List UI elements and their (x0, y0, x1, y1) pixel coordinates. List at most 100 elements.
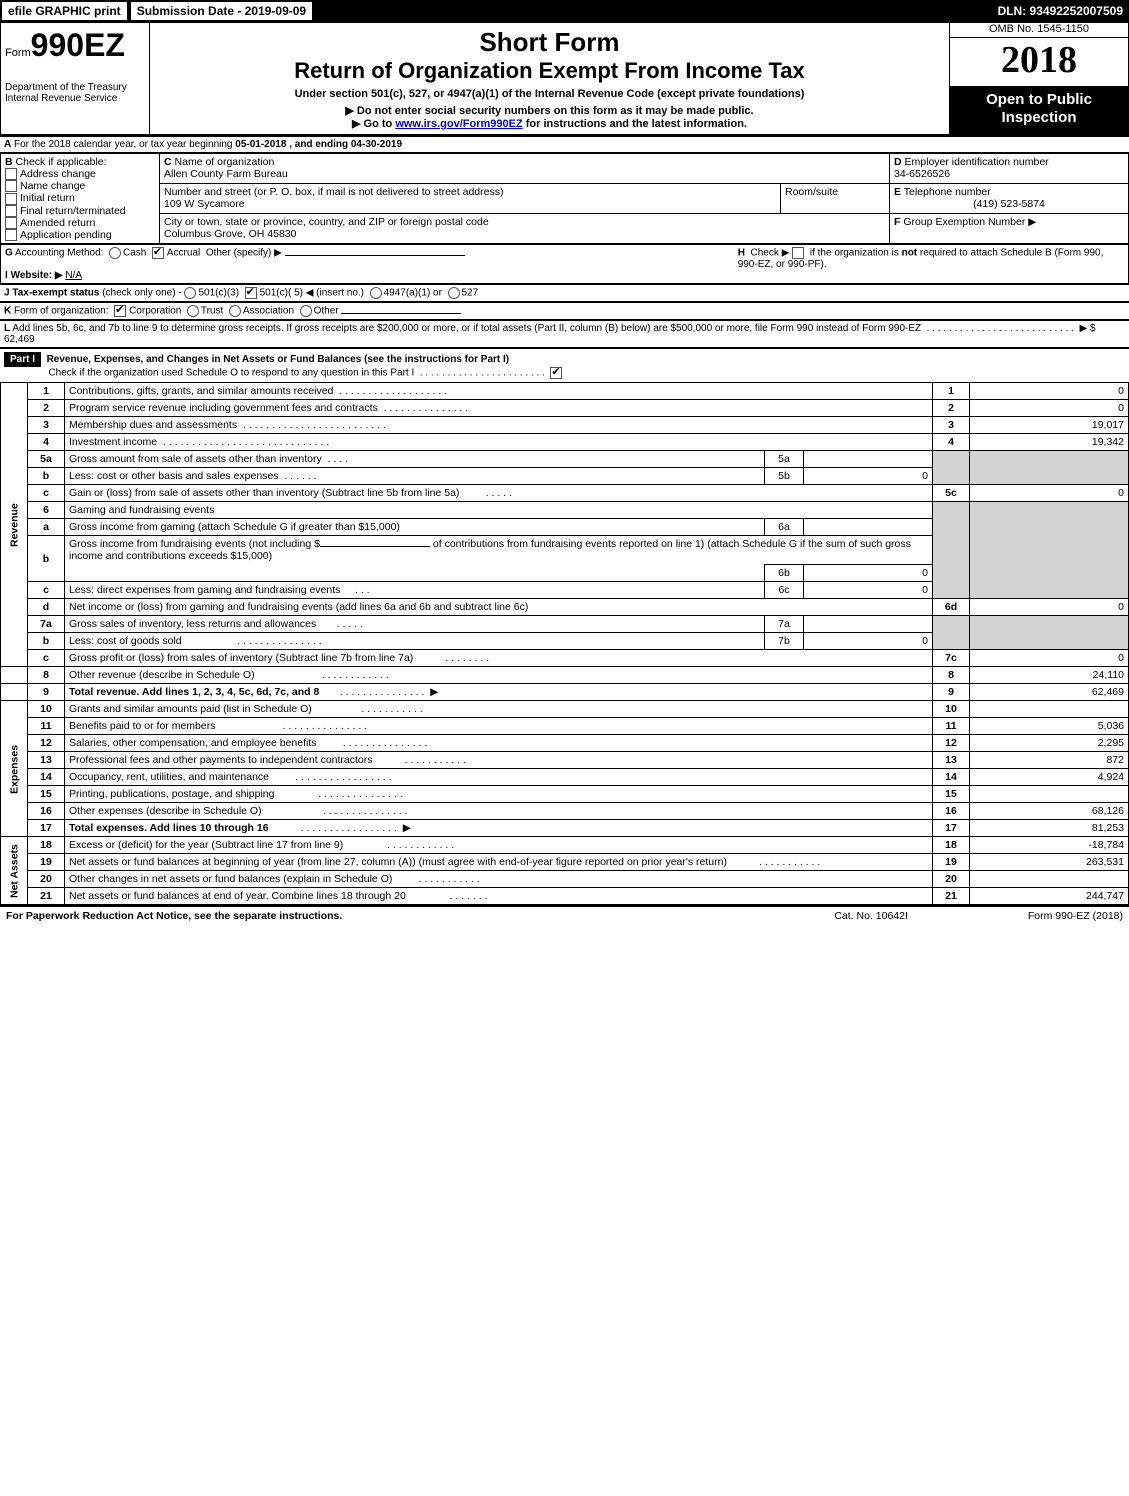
l6a-num: a (28, 519, 65, 536)
entity-info-grid: B Check if applicable: Address change Na… (0, 153, 1129, 244)
block-b-label: B (5, 156, 13, 168)
l10-ln: 10 (933, 701, 970, 718)
block-l-text: Add lines 5b, 6c, and 7b to line 9 to de… (12, 323, 921, 334)
l17-num: 17 (28, 820, 65, 837)
block-j-note: (check only one) - (102, 288, 181, 299)
l21-ln: 21 (933, 888, 970, 905)
l9-ln: 9 (933, 684, 970, 701)
block-l-row: L Add lines 5b, 6c, and 7b to line 9 to … (0, 320, 1129, 349)
k-o1: Corporation (129, 306, 181, 317)
initial-return-checkbox[interactable] (5, 193, 17, 205)
k-o3: Association (243, 306, 294, 317)
l2-ln: 2 (933, 400, 970, 417)
l18-ln: 18 (933, 837, 970, 854)
block-l-arrow: ▶ (1080, 323, 1088, 334)
l19-num: 19 (28, 854, 65, 871)
l18-text: Excess or (deficit) for the year (Subtra… (65, 837, 933, 854)
k-trust-radio[interactable] (187, 305, 199, 317)
efile-print-label[interactable]: efile GRAPHIC print (2, 2, 127, 20)
application-pending-checkbox[interactable] (5, 229, 17, 241)
k-other-input[interactable] (341, 313, 461, 314)
l3-amt: 19,017 (970, 417, 1129, 434)
block-c-city-label: City or town, state or province, country… (164, 216, 489, 228)
short-form-title: Short Form (154, 27, 945, 58)
k-other-radio[interactable] (300, 305, 312, 317)
block-h-not: not (902, 248, 918, 259)
l5ab-gray-amt (970, 451, 1129, 485)
j-527-radio[interactable] (448, 287, 460, 299)
l8-ln: 8 (933, 667, 970, 684)
instruction-ssn: ▶ Do not enter social security numbers o… (154, 104, 945, 117)
l7a-box: 7a (765, 616, 804, 633)
l15-ln: 15 (933, 786, 970, 803)
l5a-boxamt (804, 451, 933, 468)
other-specify-input[interactable] (285, 255, 465, 256)
l12-ln: 12 (933, 735, 970, 752)
l4-num: 4 (28, 434, 65, 451)
l6b-input[interactable] (320, 546, 430, 547)
part1-schedule-o-checkbox[interactable] (550, 367, 562, 379)
l4-amt: 19,342 (970, 434, 1129, 451)
l17-text: Total expenses. Add lines 10 through 16 … (65, 820, 933, 837)
k-assoc-radio[interactable] (229, 305, 241, 317)
opt-final-return: Final return/terminated (20, 205, 126, 217)
phone-value: (419) 523-5874 (894, 198, 1124, 210)
opt-name-change: Name change (20, 180, 85, 192)
name-change-checkbox[interactable] (5, 180, 17, 192)
k-o4: Other (314, 306, 339, 317)
l3-text: Membership dues and assessments . . . . … (65, 417, 933, 434)
netassets-vert-label: Net Assets (1, 837, 28, 905)
final-return-checkbox[interactable] (5, 205, 17, 217)
opt-amended-return: Amended return (20, 217, 95, 229)
amended-return-checkbox[interactable] (5, 217, 17, 229)
j-o4: 527 (462, 288, 479, 299)
l6d-num: d (28, 599, 65, 616)
dln-label: DLN: 93492252007509 (998, 4, 1129, 18)
l6b-box: 6b (765, 565, 804, 582)
block-h-text2: if the organization is (810, 248, 902, 259)
cash-radio[interactable] (109, 247, 121, 259)
irs-link[interactable]: www.irs.gov/Form990EZ (395, 118, 522, 130)
l9-num: 9 (28, 684, 65, 701)
l8-text: Other revenue (describe in Schedule O) .… (65, 667, 933, 684)
block-d-label: D (894, 156, 902, 168)
street-value: 109 W Sycamore (164, 198, 245, 210)
l6-num: 6 (28, 502, 65, 519)
l5c-amt: 0 (970, 485, 1129, 502)
l21-num: 21 (28, 888, 65, 905)
l14-text: Occupancy, rent, utilities, and maintena… (65, 769, 933, 786)
block-a-mid: , and ending (289, 139, 351, 150)
l12-text: Salaries, other compensation, and employ… (65, 735, 933, 752)
l1-ln: 1 (933, 383, 970, 400)
l20-text: Other changes in net assets or fund bala… (65, 871, 933, 888)
l15-amt (970, 786, 1129, 803)
opt-application-pending: Application pending (20, 229, 112, 241)
j-4947-radio[interactable] (370, 287, 382, 299)
block-c-street-label: Number and street (or P. O. box, if mail… (164, 186, 503, 198)
j-501c3-radio[interactable] (184, 287, 196, 299)
l6b-boxamt: 0 (804, 565, 933, 582)
l18-num: 18 (28, 837, 65, 854)
j-o1: 501(c)(3) (198, 288, 239, 299)
k-corp-checkbox[interactable] (114, 305, 126, 317)
block-g-label: G (5, 248, 13, 259)
l7ab-gray (933, 616, 970, 650)
address-change-checkbox[interactable] (5, 168, 17, 180)
block-h-cell: H Check ▶ if the organization is not req… (734, 245, 1129, 284)
l4-ln: 4 (933, 434, 970, 451)
l20-amt (970, 871, 1129, 888)
l5c-text: Gain or (loss) from sale of assets other… (65, 485, 933, 502)
expenses-vert-label: Expenses (1, 701, 28, 837)
form-prefix: Form (5, 47, 31, 59)
block-i-title: Website: ▶ (11, 270, 63, 281)
l13-text: Professional fees and other payments to … (65, 752, 933, 769)
l10-num: 10 (28, 701, 65, 718)
block-h-check: Check ▶ (750, 248, 789, 259)
schedule-b-checkbox[interactable] (792, 247, 804, 259)
revenue-vert-label: Revenue (1, 383, 28, 667)
j-501c-checkbox[interactable] (245, 287, 257, 299)
block-a-label: A (4, 139, 11, 150)
opt-address-change: Address change (20, 168, 96, 180)
open-public-line2: Inspection (954, 109, 1124, 127)
accrual-checkbox[interactable] (152, 247, 164, 259)
